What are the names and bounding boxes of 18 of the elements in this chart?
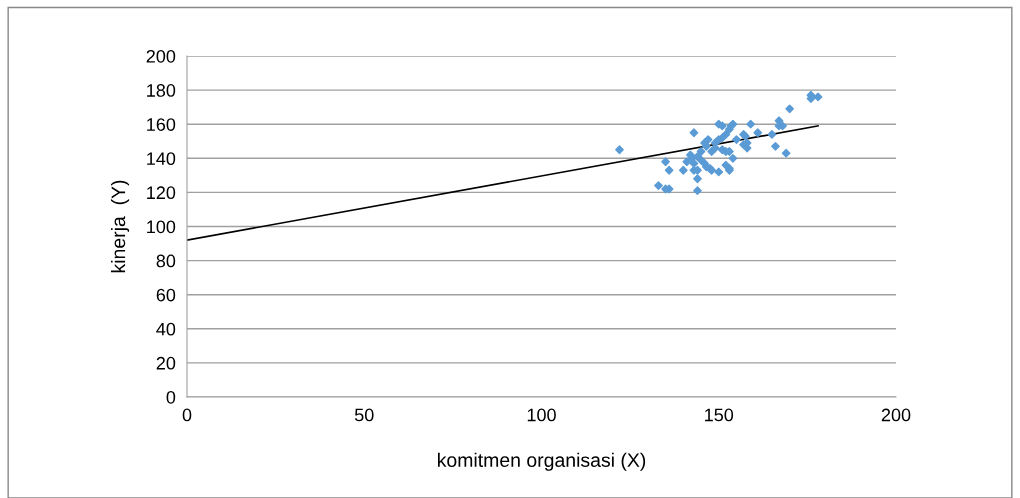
y-tick-label: 40 bbox=[156, 322, 176, 336]
y-tick-label: 80 bbox=[156, 254, 176, 268]
y-tick-label: 180 bbox=[147, 84, 176, 97]
x-tick-label: 50 bbox=[354, 408, 374, 422]
y-tick-label: 60 bbox=[156, 288, 176, 302]
y-tick-label: 20 bbox=[156, 356, 176, 370]
x-tick-label: 0 bbox=[182, 408, 192, 422]
y-tick-label: 160 bbox=[147, 118, 176, 131]
x-axis-title: komitmen organisasi (X) bbox=[438, 452, 646, 471]
y-tick-label: 120 bbox=[147, 186, 176, 200]
y-axis-title: kinerja (Y) bbox=[110, 180, 130, 273]
x-tick-label: 200 bbox=[881, 408, 911, 422]
y-tick-label: 140 bbox=[147, 152, 176, 166]
y-tick-label: 0 bbox=[166, 390, 176, 404]
x-tick-label: 100 bbox=[527, 408, 556, 422]
y-tick-label: 200 bbox=[146, 49, 176, 63]
x-tick-label: 150 bbox=[705, 408, 734, 422]
y-tick-label: 100 bbox=[147, 220, 176, 234]
